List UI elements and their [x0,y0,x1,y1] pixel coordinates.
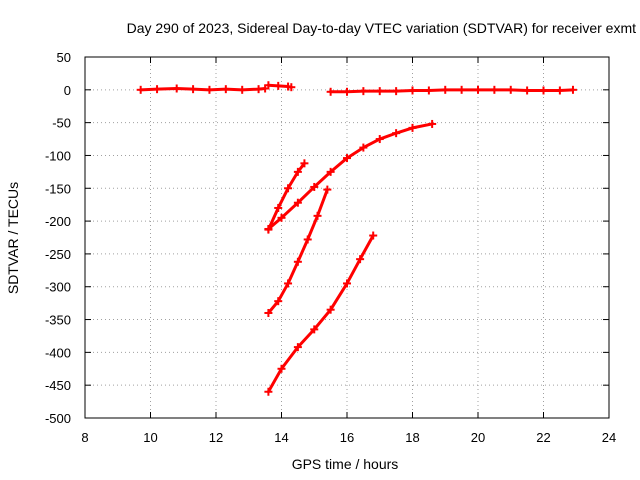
data-point [264,225,273,234]
data-point [343,154,351,163]
data-point [375,135,384,144]
x-tick-label: 14 [274,430,288,445]
data-point [392,129,401,138]
grid [85,57,609,418]
y-tick-label: -100 [45,148,71,163]
x-axis-label: GPS time / hours [292,456,399,472]
y-tick-label: -500 [45,411,71,426]
data-point [523,86,532,95]
data-point [284,184,293,193]
x-tick-label: 12 [209,430,223,445]
data-point [392,87,401,96]
data-point [539,86,548,95]
data-point [284,279,293,288]
data-point [408,86,417,95]
data-point [568,85,577,94]
x-tick-label: 20 [471,430,485,445]
data-point [277,213,286,222]
data-point [264,308,273,317]
x-tick-label: 8 [81,430,88,445]
data-point [189,85,198,94]
data-point [277,364,286,373]
axis-ticks: 8 10 12 14 16 18 20 22 24 50 0 -50 -100 -150 -200 -250 -… [45,50,616,445]
y-tick-label: -300 [45,280,71,295]
x-tick-label: 16 [340,430,354,445]
chart-title: Day 290 of 2023, Sidereal Day-to-day VTE… [127,20,636,36]
data-point [221,85,230,94]
x-tick-label: 24 [602,430,616,445]
data-point [356,255,365,264]
series-arc-5 [266,161,306,232]
data-point [287,83,296,92]
data-point [293,343,302,352]
data-point [369,231,378,240]
series-arc-4 [266,122,434,231]
data-point [323,185,332,194]
y-axis-label: SDTVAR / TECUs [5,182,21,294]
y-tick-label: -250 [45,247,71,262]
x-tick-label: 18 [405,430,419,445]
data-point [506,85,515,94]
data-point [205,85,214,94]
x-tick-label: 22 [536,430,550,445]
data-point [326,167,335,176]
x-tick-label: 10 [143,430,157,445]
data-point [136,85,145,94]
data-point [326,87,335,96]
data-point [428,119,437,128]
y-tick-label: -350 [45,313,71,328]
data-point [274,297,283,306]
data-point [264,387,273,396]
y-tick-label: 0 [64,83,71,98]
y-tick-label: -200 [45,214,71,229]
data-point [293,257,302,266]
y-tick-label: -450 [45,378,71,393]
data-point [310,325,319,334]
data-point [343,279,351,288]
y-tick-label: -50 [52,116,71,131]
y-tick-label: -400 [45,345,71,360]
y-tick-label: -150 [45,181,71,196]
series-layer [136,81,577,396]
data-point [441,85,450,94]
data-point [555,86,564,95]
data-point [375,87,384,96]
data-point [274,203,283,212]
data-point [264,81,273,90]
data-point [293,167,302,176]
data-point [326,305,335,314]
series-arc-3 [329,88,575,94]
data-point [172,84,181,93]
data-point [424,86,433,95]
y-tick-label: 50 [57,50,71,65]
data-point [474,85,482,94]
data-point [359,87,368,96]
data-point [153,85,162,94]
data-point [457,85,466,94]
data-point [300,159,309,168]
data-point [359,143,368,152]
data-point [343,87,351,96]
data-point [310,182,319,191]
data-point [313,211,322,220]
data-point [238,85,247,94]
data-point [490,85,499,94]
data-point [408,123,417,132]
data-point [274,81,283,90]
data-point [293,198,302,207]
data-point [303,235,312,244]
series-arc-7 [266,234,375,394]
